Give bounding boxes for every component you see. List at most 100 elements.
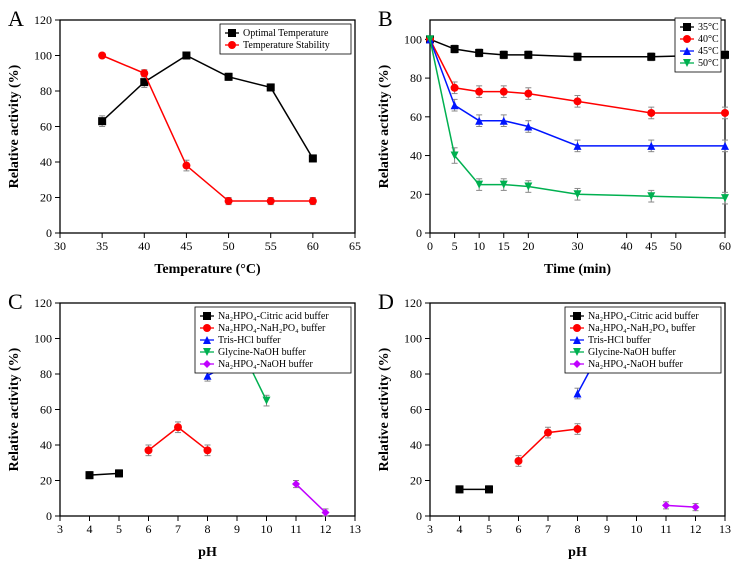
svg-text:20: 20 (410, 187, 422, 201)
svg-text:100: 100 (404, 32, 422, 46)
x-axis-label: pH (198, 545, 217, 560)
svg-text:50: 50 (670, 239, 682, 253)
svg-text:50: 50 (223, 239, 235, 253)
svg-text:8: 8 (575, 522, 581, 536)
svg-text:6: 6 (516, 522, 522, 536)
svg-text:40: 40 (40, 155, 52, 169)
panel-d: D345678910111213020406080100120pHRelativ… (370, 283, 740, 566)
legend-item-label: Na₂HPO₄-NaH₂PO₄ buffer (218, 323, 326, 334)
svg-text:60: 60 (410, 403, 422, 417)
series-line (102, 56, 313, 202)
svg-text:60: 60 (40, 403, 52, 417)
legend-item-label: Na₂HPO₄-NaOH buffer (588, 359, 683, 370)
legend-item-label: Glycine-NaOH buffer (218, 347, 307, 358)
svg-text:80: 80 (40, 84, 52, 98)
svg-text:10: 10 (631, 522, 643, 536)
svg-text:20: 20 (40, 191, 52, 205)
svg-text:3: 3 (427, 522, 433, 536)
svg-text:5: 5 (486, 522, 492, 536)
svg-text:30: 30 (54, 239, 66, 253)
legend-item-label: Temperature Stability (243, 40, 330, 51)
svg-text:100: 100 (34, 49, 52, 63)
svg-text:55: 55 (265, 239, 277, 253)
panel-c: C345678910111213020406080100120pHRelativ… (0, 283, 370, 566)
svg-text:0: 0 (46, 509, 52, 523)
svg-text:40: 40 (410, 438, 422, 452)
y-axis-label: Relative activity (%) (7, 64, 22, 188)
svg-text:20: 20 (410, 474, 422, 488)
svg-text:45: 45 (180, 239, 192, 253)
panel-label: A (8, 6, 24, 32)
svg-text:13: 13 (349, 522, 361, 536)
series-line (102, 56, 313, 159)
svg-text:4: 4 (457, 522, 463, 536)
svg-text:100: 100 (404, 332, 422, 346)
svg-text:20: 20 (522, 239, 534, 253)
svg-text:35: 35 (96, 239, 108, 253)
svg-text:11: 11 (290, 522, 302, 536)
svg-text:80: 80 (410, 367, 422, 381)
svg-text:8: 8 (205, 522, 211, 536)
legend-item-label: Tris-HCl buffer (218, 335, 281, 346)
y-axis-label: Relative activity (%) (377, 347, 392, 471)
svg-text:60: 60 (719, 239, 731, 253)
svg-text:80: 80 (40, 367, 52, 381)
panel-b: B051015203040455060020406080100Time (min… (370, 0, 740, 283)
svg-text:0: 0 (46, 226, 52, 240)
x-axis-label: Time (min) (544, 262, 611, 277)
svg-text:11: 11 (660, 522, 672, 536)
svg-text:4: 4 (87, 522, 93, 536)
svg-text:15: 15 (498, 239, 510, 253)
legend-item-label: 50°C (698, 58, 719, 69)
legend-item-label: Glycine-NaOH buffer (588, 347, 677, 358)
series-line (296, 484, 326, 512)
svg-text:120: 120 (404, 296, 422, 310)
svg-text:3: 3 (57, 522, 63, 536)
svg-text:100: 100 (34, 332, 52, 346)
svg-text:40: 40 (621, 239, 633, 253)
panel-grid: A3035404550556065020406080100120Temperat… (0, 0, 740, 566)
svg-text:0: 0 (416, 226, 422, 240)
legend-item-label: 45°C (698, 46, 719, 57)
svg-text:40: 40 (410, 149, 422, 163)
series-line (90, 473, 120, 475)
svg-text:120: 120 (34, 296, 52, 310)
svg-text:60: 60 (410, 110, 422, 124)
panel-a: A3035404550556065020406080100120Temperat… (0, 0, 370, 283)
svg-text:120: 120 (34, 13, 52, 27)
svg-text:45: 45 (645, 239, 657, 253)
svg-text:7: 7 (175, 522, 181, 536)
svg-text:20: 20 (40, 474, 52, 488)
svg-text:40: 40 (40, 438, 52, 452)
svg-text:9: 9 (604, 522, 610, 536)
x-axis-label: Temperature (°C) (154, 262, 261, 277)
legend-item-label: Na₂HPO₄-NaH₂PO₄ buffer (588, 323, 696, 334)
svg-text:40: 40 (138, 239, 150, 253)
legend-item-label: Tris-HCl buffer (588, 335, 651, 346)
svg-text:5: 5 (116, 522, 122, 536)
legend-item-label: 35°C (698, 22, 719, 33)
svg-text:6: 6 (146, 522, 152, 536)
svg-text:10: 10 (473, 239, 485, 253)
svg-text:5: 5 (452, 239, 458, 253)
svg-text:12: 12 (690, 522, 702, 536)
legend-item-label: 40°C (698, 34, 719, 45)
legend-item-label: Optimal Temperature (243, 28, 329, 39)
svg-text:0: 0 (427, 239, 433, 253)
svg-text:10: 10 (261, 522, 273, 536)
series-line (666, 505, 696, 507)
svg-text:30: 30 (572, 239, 584, 253)
x-axis-label: pH (568, 545, 587, 560)
legend-item-label: Na₂HPO₄-Citric acid buffer (588, 311, 699, 322)
panel-label: C (8, 289, 23, 315)
svg-text:0: 0 (416, 509, 422, 523)
legend-item-label: Na₂HPO₄-Citric acid buffer (218, 311, 329, 322)
svg-text:65: 65 (349, 239, 361, 253)
svg-text:12: 12 (320, 522, 332, 536)
svg-text:7: 7 (545, 522, 551, 536)
y-axis-label: Relative activity (%) (377, 64, 392, 188)
svg-text:80: 80 (410, 71, 422, 85)
y-axis-label: Relative activity (%) (7, 347, 22, 471)
svg-text:13: 13 (719, 522, 731, 536)
svg-text:60: 60 (307, 239, 319, 253)
